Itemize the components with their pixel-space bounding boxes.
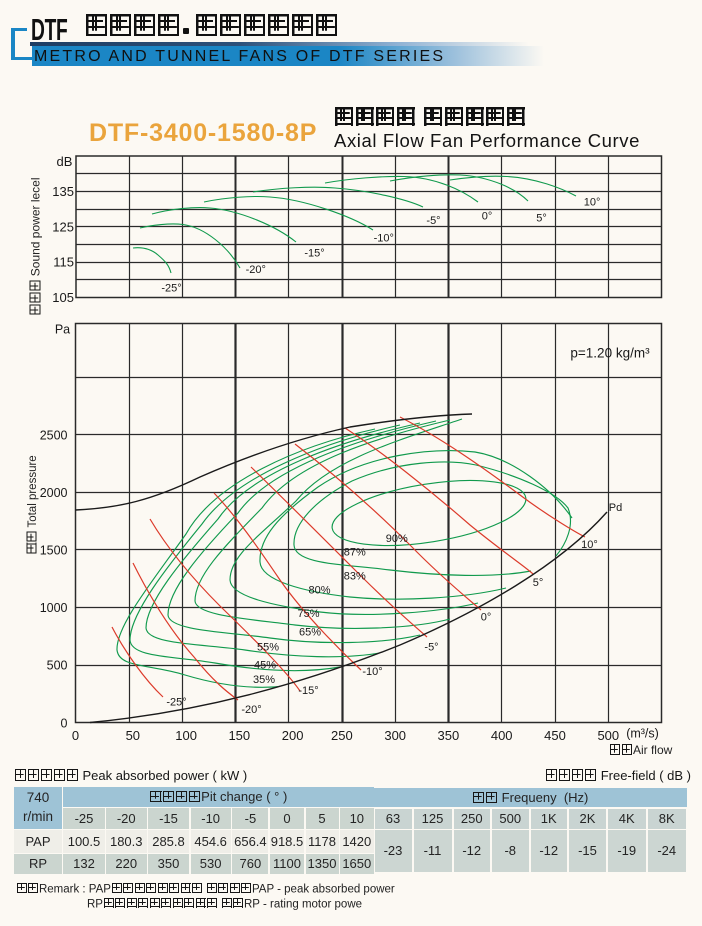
svg-text:0°: 0° xyxy=(482,211,493,223)
svg-text:dB: dB xyxy=(57,154,73,169)
svg-text:100: 100 xyxy=(175,728,197,743)
svg-text:65%: 65% xyxy=(299,627,321,639)
svg-text:-25°: -25° xyxy=(161,283,181,295)
svg-text:(m³/s): (m³/s) xyxy=(626,727,659,741)
svg-text:-5°: -5° xyxy=(426,215,440,227)
svg-text:Pa: Pa xyxy=(55,323,70,337)
svg-text:83%: 83% xyxy=(344,571,366,583)
svg-text:-10°: -10° xyxy=(362,666,382,678)
svg-text:80%: 80% xyxy=(308,584,330,596)
svg-text:-15°: -15° xyxy=(304,248,324,260)
svg-text:2000: 2000 xyxy=(40,486,68,500)
svg-text:0: 0 xyxy=(61,716,68,730)
svg-text:5°: 5° xyxy=(533,577,544,589)
svg-text:-15°: -15° xyxy=(298,685,318,697)
svg-text:250: 250 xyxy=(331,728,353,743)
svg-text:-25°: -25° xyxy=(166,697,186,709)
svg-text:Pd: Pd xyxy=(609,502,622,514)
svg-text:125: 125 xyxy=(52,219,74,234)
svg-text:10°: 10° xyxy=(584,197,601,209)
svg-text:55%: 55% xyxy=(257,642,279,654)
svg-text:1500: 1500 xyxy=(40,544,68,558)
svg-text:10°: 10° xyxy=(581,539,598,551)
svg-text:0: 0 xyxy=(72,728,79,743)
svg-text:-20°: -20° xyxy=(241,704,261,716)
svg-text:p=1.20 kg/m³: p=1.20 kg/m³ xyxy=(570,346,650,361)
svg-text:-10°: -10° xyxy=(374,232,394,244)
svg-text:75%: 75% xyxy=(297,608,319,620)
svg-text:5°: 5° xyxy=(536,212,547,224)
svg-text:450: 450 xyxy=(544,728,566,743)
svg-text:500: 500 xyxy=(597,728,619,743)
svg-text:500: 500 xyxy=(47,659,68,673)
svg-text:-5°: -5° xyxy=(424,642,438,654)
svg-text:1000: 1000 xyxy=(40,601,68,615)
svg-text:300: 300 xyxy=(384,728,406,743)
svg-text:2500: 2500 xyxy=(40,428,68,442)
svg-text:350: 350 xyxy=(438,728,460,743)
svg-text:200: 200 xyxy=(282,728,304,743)
svg-text:400: 400 xyxy=(491,728,513,743)
svg-text:-20°: -20° xyxy=(246,264,266,276)
svg-text:50: 50 xyxy=(126,728,140,743)
svg-text:45%: 45% xyxy=(254,660,276,672)
svg-text:135: 135 xyxy=(52,184,74,199)
svg-text:87%: 87% xyxy=(344,547,366,559)
svg-text:35%: 35% xyxy=(253,674,275,686)
svg-text:105: 105 xyxy=(52,290,74,305)
svg-text:150: 150 xyxy=(228,728,250,743)
svg-text:0°: 0° xyxy=(481,612,492,624)
svg-text:115: 115 xyxy=(53,255,74,270)
svg-text:90%: 90% xyxy=(386,533,408,545)
